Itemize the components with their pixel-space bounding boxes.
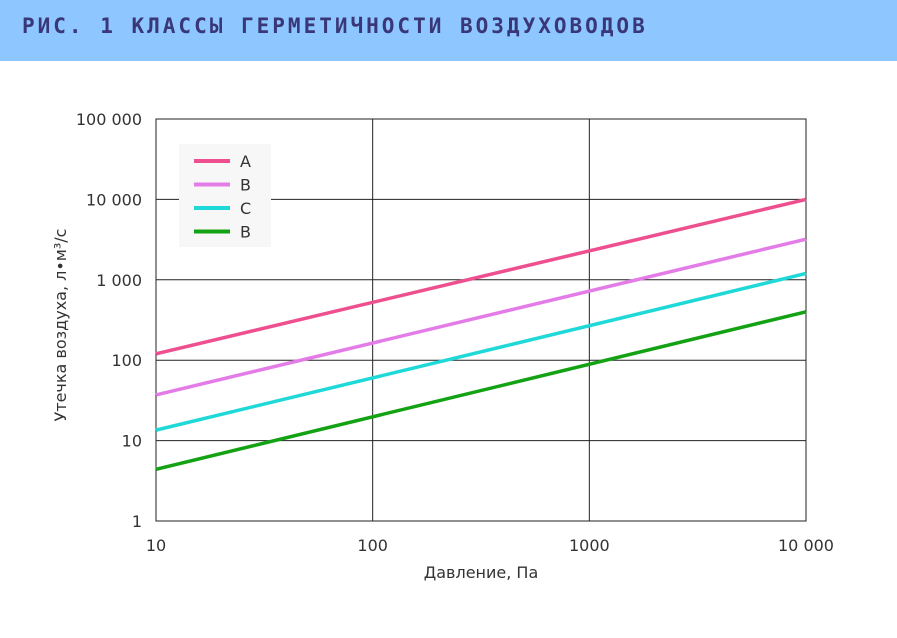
y-tick-label: 10 000 bbox=[86, 190, 142, 209]
legend-label-2: B bbox=[240, 176, 251, 195]
figure-title: РИС. 1 КЛАССЫ ГЕРМЕТИЧНОСТИ ВОЗДУХОВОДОВ bbox=[22, 14, 648, 38]
x-axis-label: Давление, Па bbox=[424, 563, 539, 582]
plot-frame bbox=[155, 118, 807, 522]
series-line-1 bbox=[155, 197, 807, 356]
series-line-2 bbox=[155, 237, 807, 397]
series-line-3 bbox=[155, 271, 807, 432]
x-tick-label: 1000 bbox=[569, 536, 610, 555]
legend-label-1: A bbox=[240, 152, 251, 171]
y-tick-label: 100 000 bbox=[76, 110, 142, 129]
x-tick-label: 100 bbox=[357, 536, 388, 555]
y-tick-label: 1 bbox=[132, 512, 142, 531]
y-tick-label: 1 000 bbox=[96, 271, 142, 290]
header-banner: РИС. 1 КЛАССЫ ГЕРМЕТИЧНОСТИ ВОЗДУХОВОДОВ bbox=[0, 0, 897, 61]
y-tick-label: 10 bbox=[122, 432, 142, 451]
x-tick-label: 10 bbox=[146, 536, 166, 555]
legend-label-4: B bbox=[240, 223, 251, 242]
y-axis-label: Утечка воздуха, л•м³/с bbox=[51, 229, 70, 422]
x-tick-label: 10 000 bbox=[778, 536, 834, 555]
series-line-4 bbox=[155, 310, 807, 471]
legend-label-3: C bbox=[240, 199, 251, 218]
y-tick-label: 100 bbox=[111, 351, 142, 370]
